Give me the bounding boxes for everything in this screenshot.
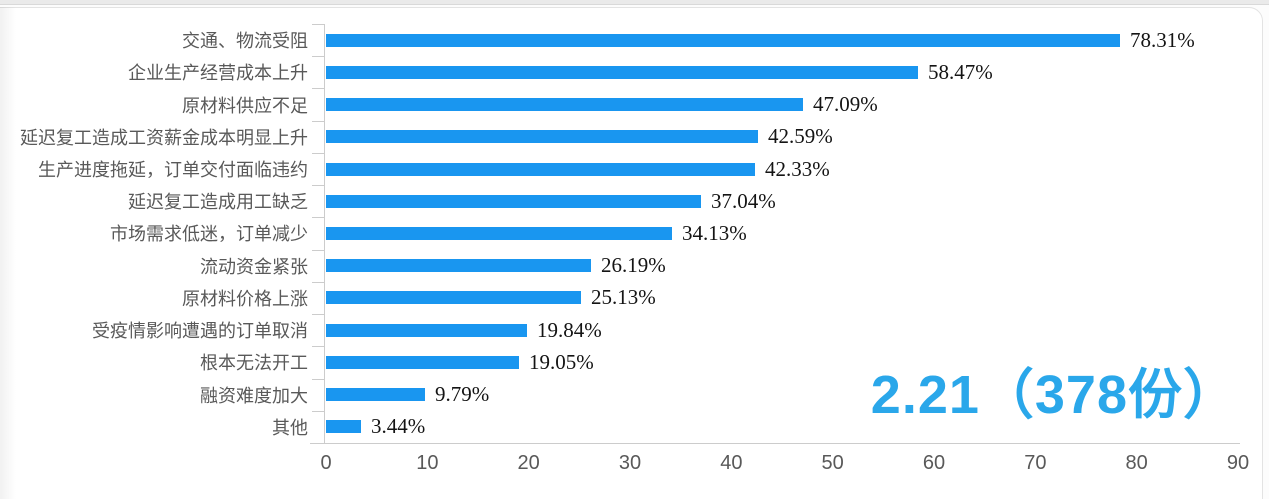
- value-label: 25.13%: [591, 285, 656, 310]
- bar-row: 融资难度加大 9.79%: [0, 379, 1269, 411]
- category-tick-mark: [312, 121, 324, 122]
- category-tick-mark: [312, 217, 324, 218]
- bar-row: 根本无法开工 19.05%: [0, 346, 1269, 378]
- x-axis-tick-label: 40: [720, 452, 743, 474]
- bar-row: 其他 3.44%: [0, 411, 1269, 443]
- category-tick-mark: [312, 153, 324, 154]
- bar-row: 交通、物流受阻 78.31%: [0, 24, 1269, 56]
- value-label: 34.13%: [682, 220, 747, 245]
- x-axis-tick-label: 10: [416, 452, 439, 474]
- x-axis-tick-label: 0: [320, 452, 332, 474]
- value-label: 3.44%: [371, 414, 426, 439]
- bar-row: 受疫情影响遭遇的订单取消 19.84%: [0, 314, 1269, 346]
- category-label: 企业生产经营成本上升: [128, 63, 308, 84]
- bar: [326, 259, 591, 273]
- chart-card: [0, 7, 1263, 499]
- x-axis-tick-label: 80: [1125, 452, 1148, 474]
- top-edge-strip: [0, 0, 1269, 5]
- category-label: 交通、物流受阻: [182, 31, 308, 52]
- category-label: 其他: [272, 417, 308, 438]
- category-tick-mark: [312, 250, 324, 251]
- x-axis-tick-label: 30: [618, 452, 642, 474]
- bar: [326, 388, 425, 402]
- category-label: 流动资金紧张: [200, 256, 308, 277]
- bar-row: 市场需求低迷，订单减少 34.13%: [0, 217, 1269, 249]
- category-label: 原材料供应不足: [182, 95, 308, 116]
- bar: [326, 323, 527, 337]
- category-tick-mark: [312, 56, 324, 57]
- bar: [326, 194, 701, 208]
- value-label: 78.31%: [1130, 27, 1195, 52]
- value-label: 42.33%: [765, 156, 830, 181]
- category-label: 生产进度拖延，订单交付面临违约: [38, 160, 308, 181]
- category-label: 市场需求低迷，订单减少: [110, 224, 308, 245]
- category-tick-mark: [312, 314, 324, 315]
- category-label: 融资难度加大: [200, 385, 308, 406]
- value-label: 19.05%: [529, 349, 594, 374]
- category-tick-mark: [312, 346, 324, 347]
- category-label: 延迟复工造成工资薪金成本明显上升: [20, 127, 308, 148]
- bar-row: 原材料供应不足 47.09%: [0, 88, 1269, 120]
- value-label: 9.79%: [435, 382, 490, 407]
- category-tick-mark: [312, 282, 324, 283]
- value-label: 37.04%: [711, 188, 776, 213]
- bar: [326, 65, 918, 79]
- category-label: 延迟复工造成用工缺乏: [128, 192, 308, 213]
- category-label: 根本无法开工: [200, 353, 308, 374]
- bar: [326, 355, 519, 369]
- x-axis-tick-label: 60: [922, 452, 946, 474]
- value-label: 42.59%: [768, 124, 833, 149]
- category-tick-mark: [312, 379, 324, 380]
- category-tick-mark: [312, 411, 324, 412]
- bar-row: 原材料价格上涨 25.13%: [0, 282, 1269, 314]
- bar-row: 延迟复工造成工资薪金成本明显上升 42.59%: [0, 121, 1269, 153]
- category-tick-mark: [312, 88, 324, 89]
- bar-row: 流动资金紧张 26.19%: [0, 250, 1269, 282]
- bar-row: 企业生产经营成本上升 58.47%: [0, 56, 1269, 88]
- bar: [326, 420, 361, 434]
- bar: [326, 33, 1120, 47]
- x-axis-line: [310, 443, 1240, 444]
- bar-row: 延迟复工造成用工缺乏 37.04%: [0, 185, 1269, 217]
- bar: [326, 98, 803, 112]
- x-axis-tick-label: 20: [517, 452, 540, 474]
- category-tick-mark: [312, 24, 324, 25]
- y-axis-line: [324, 24, 325, 443]
- value-label: 58.47%: [928, 59, 993, 84]
- category-label: 受疫情影响遭遇的订单取消: [92, 321, 308, 342]
- category-tick-mark: [312, 185, 324, 186]
- category-label: 原材料价格上涨: [182, 288, 308, 309]
- bar: [326, 226, 672, 240]
- value-label: 19.84%: [537, 317, 602, 342]
- bar: [326, 291, 581, 305]
- value-label: 47.09%: [813, 92, 878, 117]
- value-label: 26.19%: [601, 253, 666, 278]
- response-count-annotation: 2.21（378份）: [870, 365, 1238, 425]
- bar: [326, 130, 758, 144]
- x-axis-tick-label: 70: [1024, 452, 1047, 474]
- bar: [326, 162, 755, 176]
- bar-row: 生产进度拖延，订单交付面临违约 42.33%: [0, 153, 1269, 185]
- x-axis-tick-label: 50: [821, 452, 844, 474]
- x-axis-tick-label: 90: [1226, 452, 1250, 474]
